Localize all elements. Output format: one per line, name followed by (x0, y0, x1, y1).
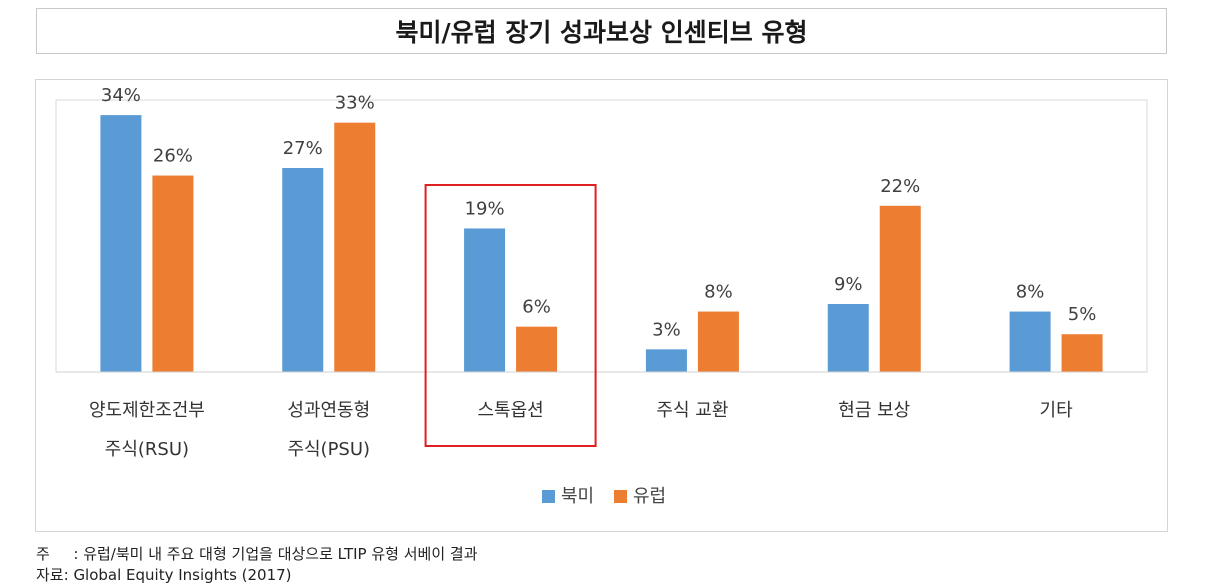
data-label-north-america-3: 3% (652, 319, 681, 340)
category-label-5-0: 기타 (1040, 400, 1074, 421)
data-label-europe-2: 6% (522, 297, 551, 318)
footnote-source-label: 자료: (36, 566, 69, 584)
bar-north-america-4 (827, 304, 869, 372)
bar-europe-2 (516, 326, 558, 372)
data-label-europe-3: 8% (704, 282, 733, 303)
bar-europe-5 (1061, 334, 1103, 372)
category-label-0-1: 주식(RSU) (105, 439, 189, 460)
chart-frame (35, 79, 1168, 532)
bar-europe-4 (879, 205, 921, 372)
bar-north-america-1 (282, 168, 324, 372)
category-label-2-0: 스톡옵션 (477, 400, 543, 421)
data-label-europe-1: 33% (335, 93, 375, 114)
data-label-north-america-1: 27% (283, 138, 323, 159)
highlight-box (424, 184, 597, 447)
footnote-note-text: : 유럽/북미 내 주요 대형 기업을 대상으로 LTIP 유형 서베이 결과 (73, 545, 478, 563)
data-label-europe-0: 26% (153, 146, 193, 167)
legend-label-north-america: 북미 (561, 486, 594, 507)
footnote-source-text: Global Equity Insights (2017) (73, 566, 292, 584)
category-label-1-0: 성과연동형 (287, 400, 370, 421)
data-label-north-america-5: 8% (1016, 282, 1045, 303)
legend-swatch-europe (614, 490, 627, 503)
footnote-note: 주 : 유럽/북미 내 주요 대형 기업을 대상으로 LTIP 유형 서베이 결… (36, 543, 478, 564)
bar-europe-0 (152, 175, 194, 372)
data-label-north-america-0: 34% (101, 85, 141, 106)
data-label-north-america-2: 19% (465, 198, 505, 219)
category-label-3-0: 주식 교환 (656, 400, 728, 421)
data-label-europe-4: 22% (880, 176, 920, 197)
data-label-europe-5: 5% (1068, 304, 1097, 325)
legend-swatch-north-america (542, 490, 555, 503)
legend-label-europe: 유럽 (633, 486, 666, 507)
bar-north-america-3 (645, 349, 687, 372)
chart-title: 북미/유럽 장기 성과보상 인센티브 유형 (36, 8, 1167, 54)
footnote-note-label: 주 (36, 545, 50, 563)
category-label-4-0: 현금 보상 (838, 400, 910, 421)
footnote-source: 자료: Global Equity Insights (2017) (36, 564, 292, 585)
bar-north-america-0 (100, 115, 142, 372)
bar-north-america-5 (1009, 311, 1051, 372)
category-label-0-0: 양도제한조건부 (89, 400, 205, 421)
category-label-1-1: 주식(PSU) (287, 439, 370, 460)
bar-north-america-2 (464, 228, 506, 372)
bar-europe-1 (334, 122, 376, 373)
bar-europe-3 (697, 311, 739, 372)
plot-area (55, 99, 1148, 373)
data-label-north-america-4: 9% (834, 274, 863, 295)
